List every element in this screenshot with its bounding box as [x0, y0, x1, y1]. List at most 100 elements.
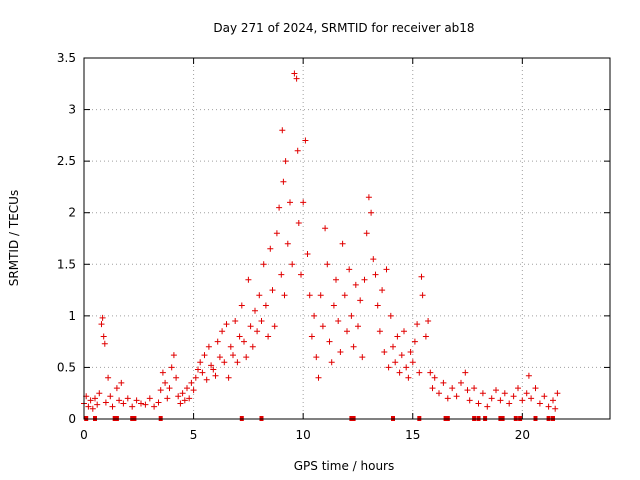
data-point [210, 366, 217, 373]
data-point [92, 395, 98, 402]
data-point [519, 397, 526, 404]
data-point [298, 271, 304, 278]
data-point [306, 292, 313, 299]
data-point [287, 199, 293, 206]
plot-frame [83, 57, 611, 420]
data-point [267, 245, 274, 252]
data-point [258, 318, 265, 324]
data-point [300, 199, 307, 206]
data-point [525, 372, 532, 379]
data-point [118, 379, 125, 386]
data-point [195, 366, 201, 373]
data-point [359, 354, 366, 361]
data-point [221, 359, 228, 366]
x-tick-label: 20 [515, 428, 530, 442]
data-point [361, 276, 368, 283]
data-point [536, 400, 543, 407]
data-point [339, 240, 346, 247]
data-point [458, 379, 464, 386]
data-point [419, 292, 426, 299]
data-point [133, 397, 140, 404]
data-point [116, 397, 123, 404]
y-tick-label: 2.5 [57, 154, 76, 168]
data-point [407, 349, 414, 355]
data-point [214, 338, 221, 345]
data-point [243, 354, 250, 361]
data-point [162, 379, 169, 386]
x-tick-label: 5 [190, 428, 198, 442]
data-point [372, 271, 379, 278]
data-point [401, 328, 407, 335]
data-point [385, 364, 392, 371]
data-point [554, 390, 561, 397]
data-point [429, 385, 436, 392]
data-point [179, 390, 186, 397]
data-point [280, 178, 287, 185]
data-point [225, 374, 232, 381]
data-point [120, 400, 127, 407]
data-point [335, 318, 342, 324]
data-point [188, 379, 195, 386]
data-point [355, 323, 361, 330]
data-point [254, 328, 261, 335]
chart-title: Day 271 of 2024, SRMTID for receiver ab1… [213, 21, 474, 35]
data-point [273, 230, 280, 237]
data-point [282, 158, 289, 165]
data-point [341, 292, 348, 299]
data-point [98, 321, 105, 328]
data-point [523, 390, 530, 397]
data-point [552, 405, 559, 412]
data-point [416, 369, 423, 376]
data-point [159, 369, 166, 376]
data-point [146, 395, 153, 402]
data-point [515, 385, 521, 392]
data-point [201, 352, 208, 359]
data-point [236, 333, 243, 340]
data-point [289, 261, 296, 268]
data-point [431, 374, 438, 381]
data-point [142, 401, 149, 408]
data-point [396, 369, 403, 376]
data-point [129, 403, 136, 410]
data-point [444, 395, 451, 402]
data-point [124, 395, 131, 402]
data-point [541, 393, 548, 400]
data-point [319, 323, 326, 330]
data-point [493, 387, 499, 394]
data-point [365, 194, 372, 201]
data-point [392, 359, 399, 366]
data-point [427, 369, 434, 376]
data-point [102, 399, 109, 406]
data-point [422, 333, 429, 340]
data-point [464, 387, 471, 394]
data-point [488, 395, 495, 402]
data-point [344, 328, 350, 335]
data-point [295, 220, 302, 226]
data-point [326, 338, 333, 345]
data-point [203, 376, 210, 383]
data-point [89, 405, 96, 412]
data-point [333, 276, 339, 283]
data-point [199, 369, 206, 376]
data-point [181, 397, 188, 404]
data-point [322, 225, 329, 232]
data-point [532, 385, 539, 392]
data-point [269, 287, 276, 294]
data-point [190, 387, 197, 394]
data-point [212, 372, 219, 379]
data-point [232, 318, 239, 324]
data-point [184, 385, 190, 392]
data-point [398, 352, 405, 359]
data-point [418, 273, 425, 280]
data-point [186, 395, 193, 402]
data-point [157, 387, 164, 394]
data-point [249, 343, 256, 350]
data-point [313, 354, 320, 361]
y-tick-label: 1.5 [57, 257, 76, 271]
data-point [379, 287, 386, 294]
data-point [374, 302, 381, 309]
data-point [113, 385, 120, 392]
data-point [425, 318, 432, 324]
data-point [85, 403, 92, 410]
